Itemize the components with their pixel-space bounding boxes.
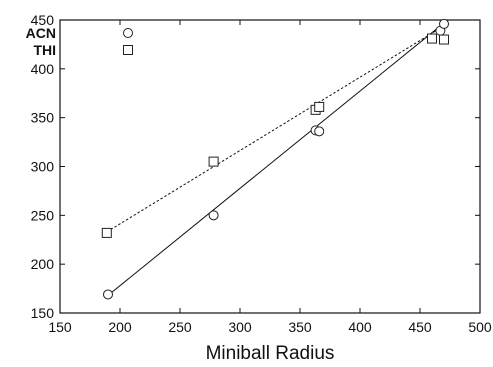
x-tick-label: 200 bbox=[108, 319, 132, 335]
x-tick-label: 400 bbox=[348, 319, 372, 335]
point-thi bbox=[208, 156, 219, 167]
x-tick-label: 450 bbox=[408, 319, 432, 335]
legend-label-acn: ACN bbox=[26, 25, 56, 41]
x-tick-label: 150 bbox=[48, 319, 72, 335]
point-thi bbox=[427, 33, 437, 44]
legend-marker-thi bbox=[123, 45, 133, 55]
plot-frame bbox=[59, 19, 481, 314]
point-thi bbox=[314, 101, 325, 112]
y-tick-label: 150 bbox=[31, 305, 55, 321]
y-tick-label: 300 bbox=[31, 159, 55, 175]
x-tick-label: 350 bbox=[288, 319, 312, 335]
y-tick-label: 350 bbox=[31, 110, 55, 126]
point-acn bbox=[439, 18, 449, 29]
point-acn bbox=[208, 210, 219, 221]
legend-label-thi: THI bbox=[33, 42, 56, 58]
fit-line-acn bbox=[107, 22, 445, 296]
x-tick-label: 500 bbox=[468, 319, 492, 335]
x-tick-label: 300 bbox=[228, 319, 252, 335]
legend-marker-acn bbox=[123, 28, 133, 38]
y-tick-label: 250 bbox=[31, 207, 55, 223]
point-thi bbox=[101, 227, 112, 238]
legend: ACN THI bbox=[26, 25, 133, 58]
x-tick-label: 250 bbox=[168, 319, 192, 335]
point-thi bbox=[439, 34, 449, 45]
y-tick-label: 400 bbox=[31, 61, 55, 77]
data-points bbox=[101, 18, 449, 300]
point-acn bbox=[314, 126, 325, 137]
x-axis-title: Miniball Radius bbox=[206, 343, 335, 364]
point-acn bbox=[103, 289, 113, 300]
fit-line-thi bbox=[106, 25, 445, 233]
axis-ticks: 150 200 250 300 350 400 450 500 150 200 250 300 350 4… bbox=[31, 12, 492, 335]
y-tick-label: 450 bbox=[31, 12, 55, 28]
y-tick-label: 200 bbox=[31, 256, 55, 272]
fit-lines bbox=[106, 22, 445, 296]
